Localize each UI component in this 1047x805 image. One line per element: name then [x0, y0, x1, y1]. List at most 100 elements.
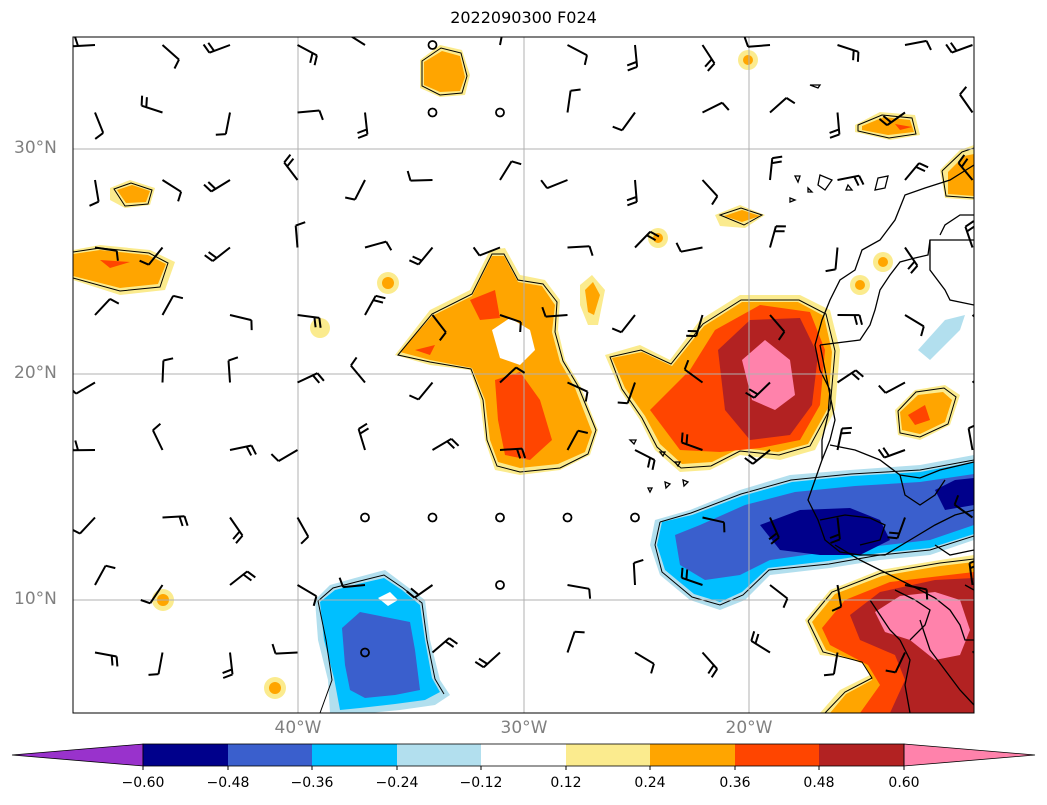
wind-barb [73, 440, 96, 452]
wind-barb [431, 437, 460, 451]
wind-barb [406, 170, 433, 182]
coastlines [628, 84, 974, 713]
wind-barb [878, 111, 906, 127]
wind-barb [769, 155, 783, 181]
colorbar-segment [481, 744, 566, 766]
wind-barb [406, 584, 434, 599]
calm-wind-marker [495, 107, 505, 118]
wind-barb [499, 366, 526, 384]
wind-barb [229, 516, 244, 544]
wind-barb [904, 39, 932, 51]
wind-barb [73, 37, 96, 48]
wind-barb [203, 179, 231, 193]
lon-label-20w: 20°W [725, 718, 773, 738]
wind-barb [904, 162, 929, 181]
wind-barb [745, 381, 771, 399]
wind-barb [139, 246, 164, 266]
wind-barb [161, 294, 184, 316]
wind-barb [680, 567, 703, 586]
lat-label-20n: 20°N [14, 363, 57, 383]
colorbar-segment [566, 744, 650, 766]
colorbar-label: −0.48 [206, 775, 250, 791]
wind-barb [94, 651, 119, 667]
wind-barb [152, 422, 164, 451]
wind-barb [957, 154, 974, 181]
wind-barb [161, 357, 174, 383]
wind-barb [94, 564, 116, 586]
wind-barb [701, 651, 719, 678]
calm-wind-marker [427, 512, 438, 523]
lat-label-30n: 30°N [14, 138, 57, 158]
negative-anomaly-regions [315, 315, 974, 713]
wind-barb [499, 314, 522, 333]
wind-barb [94, 112, 105, 140]
wind-barb [904, 246, 919, 274]
wind-barb [499, 160, 522, 181]
wind-barb [296, 584, 318, 607]
lat-label-10n: 10°N [14, 589, 57, 609]
wind-barb [769, 314, 786, 341]
wind-barb [222, 652, 234, 679]
contour-lines [73, 47, 974, 713]
colorbar-label: 0.48 [803, 775, 835, 791]
wind-barb [675, 242, 703, 253]
wind-barb [825, 247, 839, 273]
colorbar-label: −0.24 [375, 775, 419, 791]
wind-barb [612, 111, 636, 132]
wind-barb [823, 652, 839, 677]
wind-barb [162, 515, 189, 527]
wind-barb [499, 37, 503, 46]
wind-barb [357, 422, 370, 451]
wind-barbs [73, 37, 974, 679]
wind-barb [885, 652, 906, 674]
wind-barb [148, 652, 164, 676]
wind-barb [611, 314, 636, 334]
wind-barb [431, 637, 458, 654]
wind-barb [140, 584, 164, 605]
colorbar-label: −0.36 [290, 775, 334, 791]
wind-barb [73, 381, 96, 395]
wind-barb [297, 372, 325, 384]
wind-barb [94, 298, 120, 316]
calm-wind-marker [495, 512, 505, 523]
wind-barb [227, 356, 239, 383]
wind-barb [744, 449, 771, 465]
wind-barb [904, 314, 925, 337]
map-frame [72, 36, 975, 714]
wind-barb [743, 37, 771, 48]
wind-barb [632, 558, 644, 586]
wind-barb [634, 651, 655, 674]
colorbar-segment [735, 744, 819, 766]
colorbar-label: −0.12 [459, 775, 503, 791]
wind-barb [953, 494, 974, 519]
colorbar-segment [903, 743, 1036, 767]
calm-wind-marker [360, 647, 370, 658]
wind-barb [350, 356, 366, 384]
wind-barb [945, 42, 973, 54]
wind-barb [350, 37, 366, 46]
colorbar-segment [650, 744, 735, 766]
wind-barb [229, 314, 253, 331]
calm-wind-marker [427, 107, 438, 118]
wind-barb [617, 382, 636, 405]
wind-barb [408, 246, 434, 266]
wind-barb [431, 314, 447, 342]
wind-barb [296, 517, 310, 545]
calm-wind-marker [427, 40, 438, 50]
wind-barb [626, 44, 639, 72]
wind-barb [283, 153, 299, 181]
colorbar-label: −0.60 [121, 775, 165, 791]
wind-barb [567, 381, 589, 402]
wind-barb [701, 179, 719, 206]
wind-barb [540, 179, 568, 190]
wind-barb [836, 426, 852, 451]
wind-barb [73, 516, 96, 535]
wind-barb [270, 449, 299, 462]
colorbar-label: 0.60 [888, 775, 920, 791]
wind-barb [702, 516, 726, 533]
wind-barb [408, 381, 434, 401]
map-title: 2022090300 F024 [450, 8, 597, 27]
wind-barb [634, 230, 660, 249]
wind-barb [769, 584, 789, 609]
wind-barb [89, 179, 100, 207]
